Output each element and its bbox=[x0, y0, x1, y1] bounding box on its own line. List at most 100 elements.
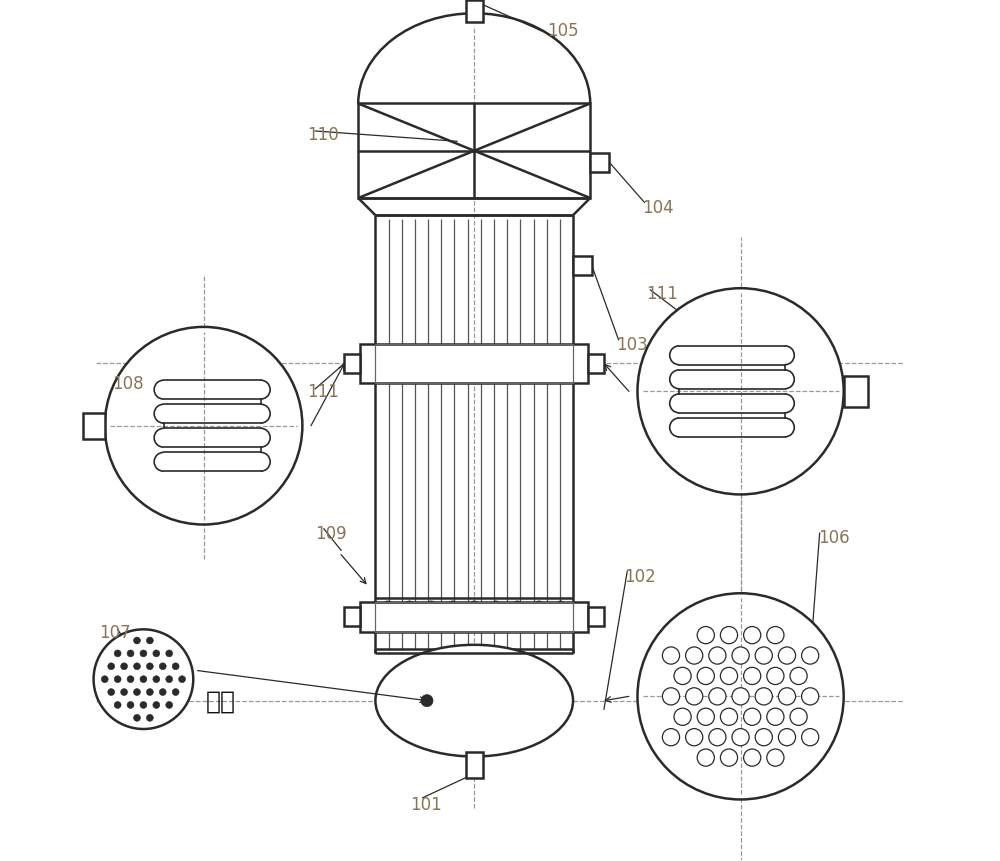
Circle shape bbox=[94, 629, 193, 729]
Circle shape bbox=[127, 650, 134, 657]
Circle shape bbox=[134, 715, 140, 722]
Text: 108: 108 bbox=[112, 375, 143, 393]
Bar bbox=[375, 344, 573, 383]
Circle shape bbox=[140, 702, 147, 709]
Circle shape bbox=[686, 647, 703, 665]
Circle shape bbox=[146, 715, 153, 722]
Bar bbox=[573, 257, 592, 276]
Bar bbox=[358, 104, 590, 199]
Text: 106: 106 bbox=[818, 529, 850, 547]
Circle shape bbox=[720, 709, 738, 726]
Circle shape bbox=[421, 695, 433, 707]
Circle shape bbox=[159, 689, 166, 696]
Circle shape bbox=[140, 676, 147, 683]
Circle shape bbox=[101, 676, 108, 683]
Circle shape bbox=[114, 650, 121, 657]
Circle shape bbox=[744, 749, 761, 766]
Circle shape bbox=[108, 663, 115, 670]
Text: 放大: 放大 bbox=[206, 689, 236, 713]
Circle shape bbox=[802, 728, 819, 746]
Circle shape bbox=[662, 688, 680, 705]
Circle shape bbox=[121, 663, 128, 670]
Circle shape bbox=[114, 676, 121, 683]
Circle shape bbox=[686, 688, 703, 705]
Circle shape bbox=[179, 676, 186, 683]
Text: 109: 109 bbox=[315, 524, 347, 542]
Text: 111: 111 bbox=[307, 383, 339, 401]
Circle shape bbox=[172, 689, 179, 696]
Text: 104: 104 bbox=[642, 198, 673, 216]
Circle shape bbox=[755, 688, 772, 705]
Circle shape bbox=[146, 663, 153, 670]
Circle shape bbox=[744, 709, 761, 726]
Text: 110: 110 bbox=[307, 126, 338, 144]
Bar bbox=[360, 344, 588, 383]
Bar bbox=[344, 608, 360, 627]
Bar bbox=[590, 153, 609, 172]
Circle shape bbox=[802, 647, 819, 665]
Circle shape bbox=[709, 647, 726, 665]
Circle shape bbox=[105, 327, 302, 525]
Bar bbox=[344, 355, 360, 374]
Text: 105: 105 bbox=[547, 22, 579, 40]
Circle shape bbox=[767, 627, 784, 644]
Circle shape bbox=[790, 667, 807, 684]
Circle shape bbox=[662, 728, 680, 746]
Text: 111: 111 bbox=[646, 284, 678, 302]
Circle shape bbox=[778, 728, 796, 746]
Circle shape bbox=[732, 647, 749, 665]
Circle shape bbox=[697, 709, 714, 726]
Circle shape bbox=[802, 688, 819, 705]
Ellipse shape bbox=[375, 645, 573, 757]
Circle shape bbox=[709, 728, 726, 746]
Circle shape bbox=[755, 647, 772, 665]
Circle shape bbox=[697, 667, 714, 684]
Circle shape bbox=[767, 667, 784, 684]
Circle shape bbox=[709, 688, 726, 705]
Circle shape bbox=[134, 663, 140, 670]
Circle shape bbox=[720, 749, 738, 766]
Circle shape bbox=[767, 709, 784, 726]
Bar bbox=[360, 602, 588, 632]
Text: 102: 102 bbox=[625, 567, 656, 585]
Circle shape bbox=[720, 667, 738, 684]
Bar bbox=[83, 413, 105, 439]
Circle shape bbox=[662, 647, 680, 665]
Text: 101: 101 bbox=[410, 795, 442, 813]
Circle shape bbox=[127, 702, 134, 709]
Circle shape bbox=[755, 728, 772, 746]
Circle shape bbox=[637, 289, 844, 495]
Circle shape bbox=[732, 728, 749, 746]
Circle shape bbox=[127, 676, 134, 683]
Circle shape bbox=[166, 702, 173, 709]
Circle shape bbox=[778, 647, 796, 665]
Circle shape bbox=[744, 627, 761, 644]
Circle shape bbox=[153, 676, 160, 683]
Bar bbox=[588, 608, 604, 627]
Circle shape bbox=[744, 667, 761, 684]
Bar bbox=[375, 602, 573, 632]
Circle shape bbox=[166, 650, 173, 657]
Circle shape bbox=[732, 688, 749, 705]
Circle shape bbox=[121, 689, 128, 696]
Bar bbox=[466, 753, 483, 778]
Circle shape bbox=[114, 702, 121, 709]
Text: 103: 103 bbox=[616, 336, 648, 354]
Circle shape bbox=[166, 676, 173, 683]
Circle shape bbox=[146, 689, 153, 696]
Circle shape bbox=[134, 689, 140, 696]
Bar bbox=[466, 2, 483, 23]
Circle shape bbox=[697, 749, 714, 766]
Circle shape bbox=[637, 593, 844, 800]
Circle shape bbox=[146, 637, 153, 644]
Text: 107: 107 bbox=[99, 623, 130, 641]
Circle shape bbox=[697, 627, 714, 644]
Circle shape bbox=[686, 728, 703, 746]
Circle shape bbox=[140, 650, 147, 657]
Circle shape bbox=[172, 663, 179, 670]
Circle shape bbox=[159, 663, 166, 670]
Circle shape bbox=[674, 709, 691, 726]
Circle shape bbox=[153, 650, 160, 657]
Circle shape bbox=[720, 627, 738, 644]
Circle shape bbox=[778, 688, 796, 705]
